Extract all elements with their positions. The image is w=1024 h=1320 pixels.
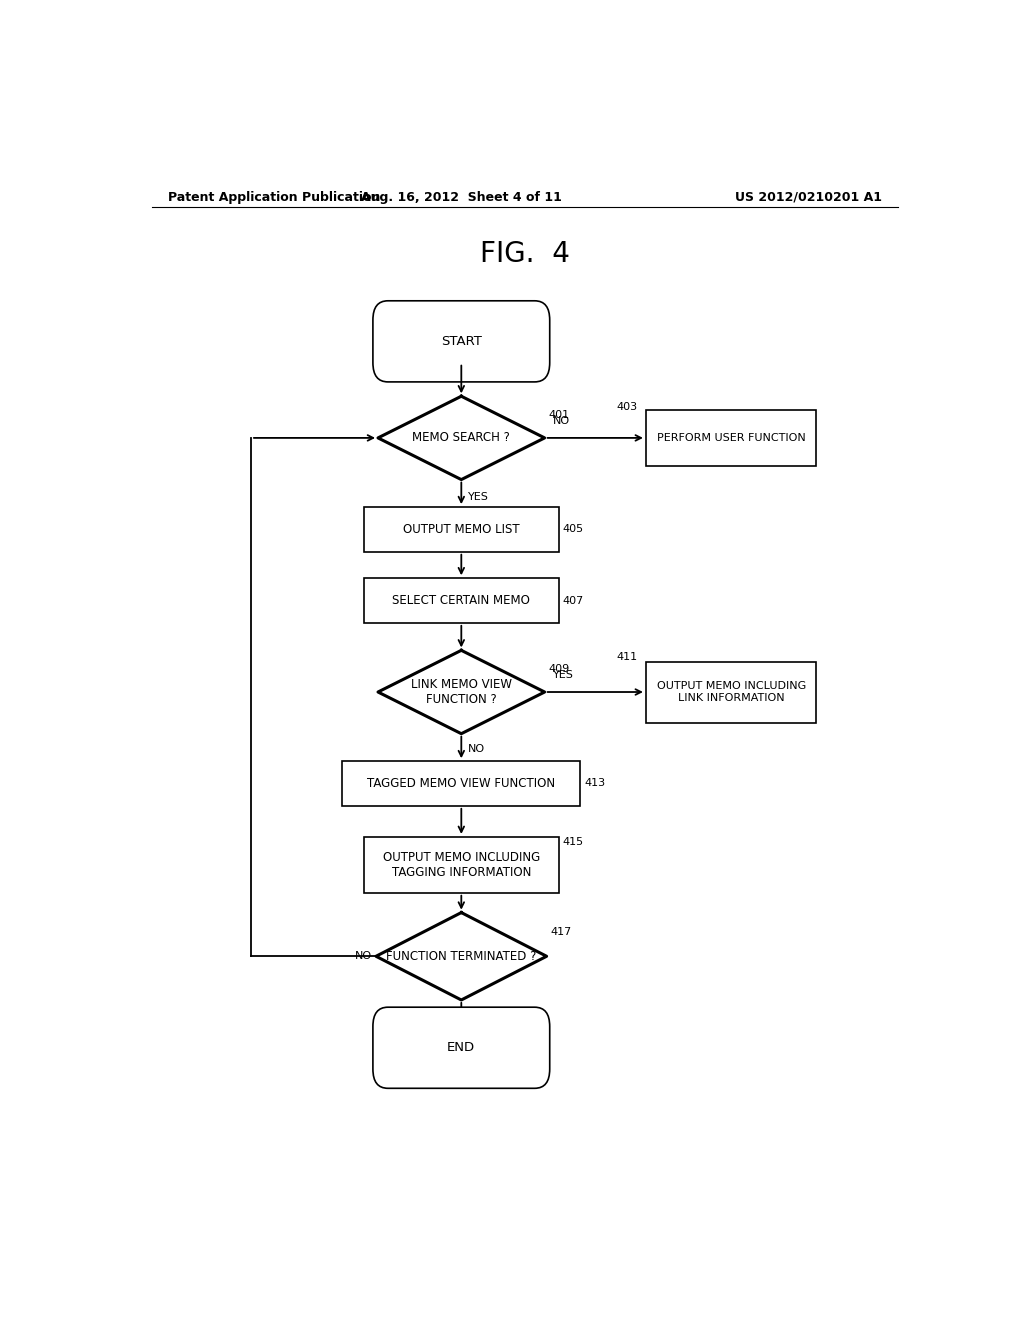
- Text: 413: 413: [585, 779, 605, 788]
- Polygon shape: [376, 912, 547, 1001]
- Text: 403: 403: [616, 403, 638, 412]
- Text: YES: YES: [468, 492, 488, 502]
- Text: OUTPUT MEMO INCLUDING
TAGGING INFORMATION: OUTPUT MEMO INCLUDING TAGGING INFORMATIO…: [383, 851, 540, 879]
- Polygon shape: [378, 396, 545, 479]
- Text: OUTPUT MEMO LIST: OUTPUT MEMO LIST: [403, 523, 519, 536]
- Bar: [365, 507, 558, 552]
- Text: NO: NO: [468, 744, 484, 754]
- Text: YES: YES: [553, 669, 573, 680]
- Text: Patent Application Publication: Patent Application Publication: [168, 190, 380, 203]
- Text: Aug. 16, 2012  Sheet 4 of 11: Aug. 16, 2012 Sheet 4 of 11: [360, 190, 562, 203]
- Text: NO: NO: [355, 952, 372, 961]
- Text: US 2012/0210201 A1: US 2012/0210201 A1: [735, 190, 882, 203]
- Bar: [646, 661, 816, 722]
- Text: 411: 411: [616, 652, 638, 661]
- Text: SELECT CERTAIN MEMO: SELECT CERTAIN MEMO: [392, 594, 530, 607]
- Bar: [646, 411, 816, 466]
- Text: PERFORM USER FUNCTION: PERFORM USER FUNCTION: [656, 433, 806, 444]
- Text: TAGGED MEMO VIEW FUNCTION: TAGGED MEMO VIEW FUNCTION: [368, 777, 555, 789]
- Text: LINK MEMO VIEW
FUNCTION ?: LINK MEMO VIEW FUNCTION ?: [411, 678, 512, 706]
- Text: 407: 407: [562, 595, 584, 606]
- Text: 415: 415: [562, 837, 584, 847]
- Text: NO: NO: [553, 416, 569, 426]
- FancyBboxPatch shape: [373, 1007, 550, 1088]
- Text: 409: 409: [549, 664, 570, 673]
- Text: FUNCTION TERMINATED ?: FUNCTION TERMINATED ?: [386, 950, 537, 962]
- Text: OUTPUT MEMO INCLUDING
LINK INFORMATION: OUTPUT MEMO INCLUDING LINK INFORMATION: [656, 681, 806, 702]
- Text: FIG.  4: FIG. 4: [480, 240, 569, 268]
- Bar: [365, 578, 558, 623]
- Text: 401: 401: [549, 409, 569, 420]
- FancyBboxPatch shape: [373, 301, 550, 381]
- Bar: [342, 762, 581, 805]
- Text: 417: 417: [551, 927, 571, 937]
- Text: END: END: [447, 1041, 475, 1055]
- Text: YES: YES: [468, 1010, 488, 1020]
- Text: 405: 405: [562, 524, 584, 535]
- Polygon shape: [378, 651, 545, 734]
- Text: MEMO SEARCH ?: MEMO SEARCH ?: [413, 432, 510, 445]
- Text: START: START: [441, 335, 481, 348]
- Bar: [365, 837, 558, 892]
